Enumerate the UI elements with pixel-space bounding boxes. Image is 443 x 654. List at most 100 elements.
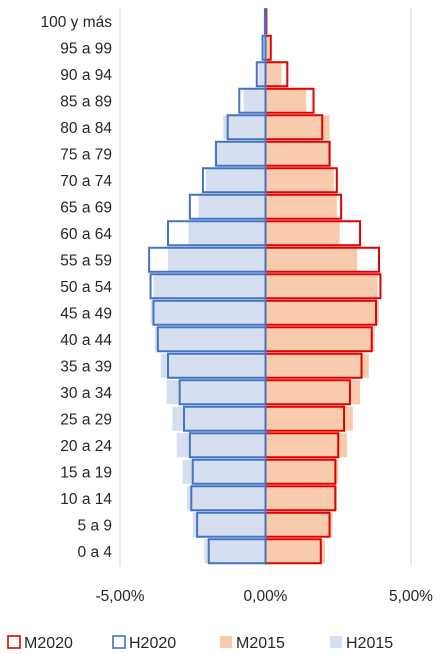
x-tick-label: 5,00% [389,588,433,605]
bar-h2020-8 [167,220,267,247]
legend-label: H2020 [129,635,176,652]
bar-h2015-10 [153,274,266,299]
bar-h2020-16 [188,432,267,459]
bar-m2015-8 [265,221,340,246]
legend-label: M2020 [24,635,73,652]
bar-h2015-16 [176,433,266,458]
y-tick-label: 60 a 64 [60,226,112,243]
bar-h2015-7 [198,194,266,219]
bar-h2020-1 [261,34,267,61]
bar-m2015-18 [265,486,337,511]
legend-swatch [7,635,21,649]
bar-h2015-14 [166,380,266,405]
y-tick-label: 50 a 54 [60,279,112,296]
bar-h2020-19 [196,511,267,538]
x-tick-label: 0,00% [244,588,288,605]
bar-m2015-17 [265,459,339,484]
legend-item-m2020: M2020 [7,635,73,652]
y-tick-label: 95 a 99 [60,40,112,57]
bar-h2020-9 [148,246,267,273]
y-tick-label: 30 a 34 [60,385,112,402]
bar-h2020-7 [188,193,267,220]
bar-h2015-19 [192,512,266,537]
bar-m2015-3 [265,88,307,113]
x-tick-label: -5,00% [95,588,144,605]
y-tick-label: 90 a 94 [60,67,112,84]
bar-m2015-6 [265,168,334,193]
bar-h2020-13 [167,352,267,379]
bar-m2015-1 [265,35,269,60]
bar-h2015-20 [204,539,266,564]
bar-h2015-5 [214,141,266,166]
bar-h2020-10 [149,273,267,300]
y-tick-label: 5 a 9 [78,517,112,534]
bar-h2020-2 [255,61,267,88]
bar-m2015-11 [265,300,379,325]
bar-h2020-5 [215,140,267,167]
bar-m2015-13 [265,353,369,378]
bar-m2015-2 [265,62,282,87]
legend: M2020 H2020 M2015 H2015 [7,635,393,652]
bar-h2015-8 [188,221,266,246]
bar-h2020-17 [191,458,267,485]
y-tick-label: 100 y más [40,14,112,31]
bar-h2020-11 [152,299,267,326]
bar-h2015-11 [150,300,266,325]
bar-h2020-0 [263,8,267,35]
y-tick-label: 85 a 89 [60,93,112,110]
bars-2020 [148,8,382,565]
y-tick-label: 40 a 44 [60,332,112,349]
y-tick-label: 80 a 84 [60,120,112,137]
bar-m2015-14 [265,380,361,405]
y-tick-label: 55 a 59 [60,252,112,269]
bar-h2015-2 [258,62,266,87]
bar-h2020-6 [201,167,267,194]
legend-item-h2020: H2020 [112,635,176,652]
bar-h2020-3 [238,87,267,114]
y-tick-label: 0 a 4 [78,544,113,561]
y-tick-label: 15 a 19 [60,464,112,481]
bar-m2015-20 [265,539,326,564]
bar-h2015-17 [182,459,266,484]
bar-m2015-15 [265,406,353,431]
legend-swatch [112,635,126,649]
bar-h2020-15 [183,405,267,432]
bar-m2015-19 [265,512,333,537]
bar-h2020-12 [156,326,267,353]
y-tick-label: 25 a 29 [60,411,112,428]
bar-m2015-9 [265,247,358,272]
bar-m2015-12 [265,327,375,352]
bar-h2015-15 [172,406,266,431]
y-tick-label: 65 a 69 [60,199,112,216]
bar-h2020-20 [207,538,267,565]
y-tick-label: 35 a 39 [60,358,112,375]
bar-h2015-18 [186,486,266,511]
bar-m2015-16 [265,433,347,458]
bar-h2015-6 [205,168,266,193]
bar-h2020-14 [178,379,267,406]
bar-h2015-3 [243,88,266,113]
y-tick-label: 45 a 49 [60,305,112,322]
y-tick-label: 10 a 14 [60,491,112,508]
bar-h2020-18 [190,485,267,512]
bar-h2015-4 [223,115,266,140]
legend-item-h2015: H2015 [330,635,393,652]
bar-m2015-5 [265,141,331,166]
bar-m2015-7 [265,194,337,219]
legend-swatch [220,636,232,648]
y-tick-label: 20 a 24 [60,438,112,455]
y-tick-label: 70 a 74 [60,173,112,190]
y-tick-label: 75 a 79 [60,146,112,163]
legend-item-m2015: M2015 [220,635,285,652]
bars-2015 [150,9,379,564]
legend-label: H2015 [346,635,393,652]
legend-label: M2015 [236,635,285,652]
bar-m2015-10 [265,274,378,299]
legend-swatch [330,636,342,648]
bar-h2020-4 [226,114,267,141]
bar-h2015-13 [160,353,266,378]
bar-h2015-12 [154,327,266,352]
y-axis-labels: 100 y más 95 a 99 90 a 94 85 a 89 80 a 84 75 … [40,14,112,561]
bar-m2015-4 [265,115,330,140]
